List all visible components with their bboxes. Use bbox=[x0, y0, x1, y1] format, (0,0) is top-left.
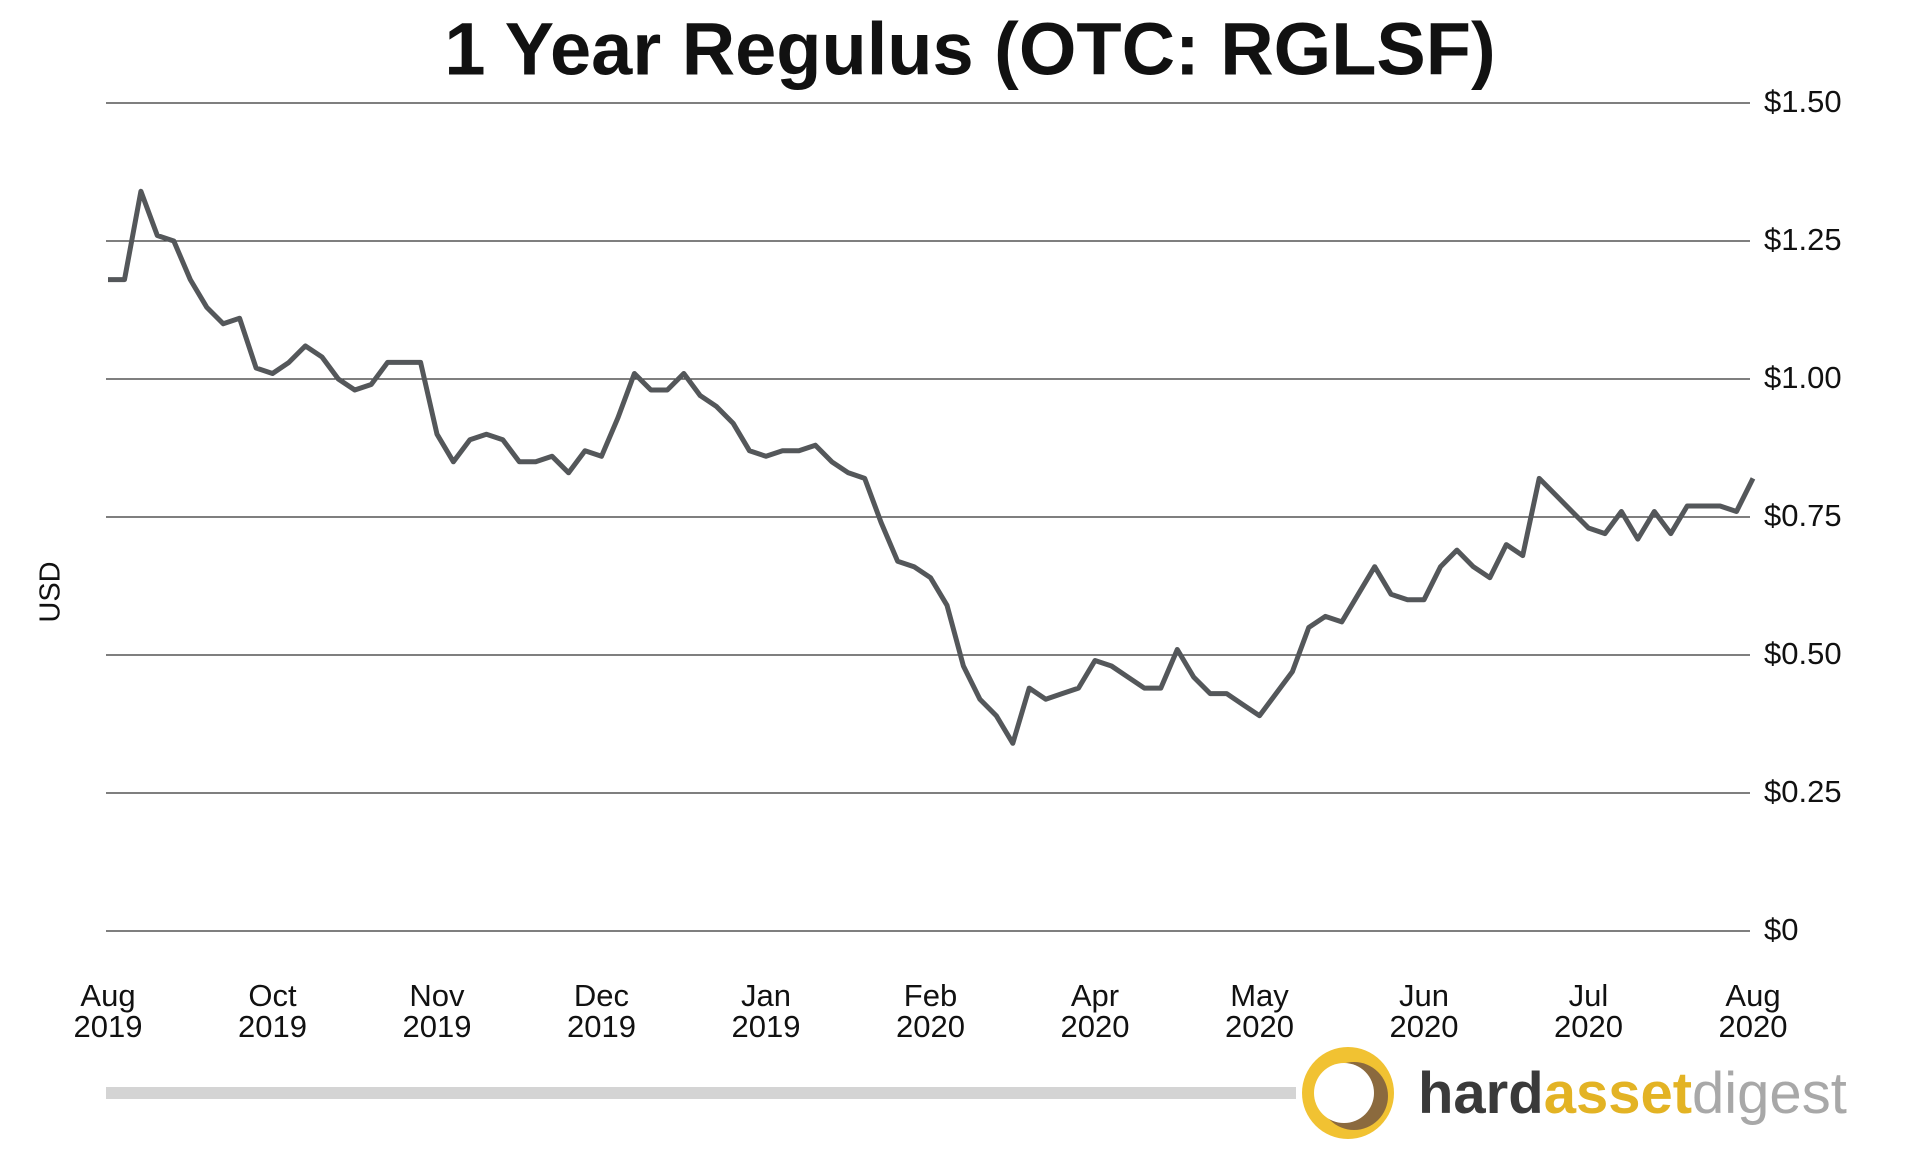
y-tick-label: $0.50 bbox=[1764, 636, 1842, 671]
divider-bar bbox=[106, 1087, 1296, 1099]
logo-hole bbox=[1314, 1063, 1374, 1123]
x-tick-label: Feb 2020 bbox=[896, 978, 965, 1044]
x-tick-label: Jul 2020 bbox=[1554, 978, 1623, 1044]
y-tick-label: $0.75 bbox=[1764, 498, 1842, 533]
logo-hard: hard bbox=[1418, 1061, 1544, 1126]
x-tick-label: Jun 2020 bbox=[1389, 978, 1459, 1044]
logo-digest: digest bbox=[1692, 1061, 1847, 1126]
x-tick-label: Aug 2019 bbox=[73, 978, 143, 1044]
x-tick-label: Aug 2020 bbox=[1718, 978, 1788, 1044]
x-tick-label: Apr 2020 bbox=[1060, 978, 1130, 1044]
x-tick-label: Oct 2019 bbox=[238, 978, 307, 1044]
x-tick-label: May 2020 bbox=[1225, 978, 1294, 1044]
chart-title: 1 Year Regulus (OTC: RGLSF) bbox=[444, 8, 1495, 91]
y-axis-label: USD bbox=[35, 561, 67, 622]
logo-mark bbox=[1302, 1047, 1394, 1139]
y-tick-label: $0 bbox=[1764, 912, 1798, 947]
y-tick-label: $1.50 bbox=[1764, 84, 1842, 119]
y-tick-label: $0.25 bbox=[1764, 774, 1842, 809]
x-tick-label: Nov 2019 bbox=[402, 978, 472, 1044]
logo-text: hardassetdigest bbox=[1418, 1061, 1847, 1126]
y-tick-label: $1.25 bbox=[1764, 222, 1842, 257]
logo-asset: asset bbox=[1544, 1061, 1692, 1126]
price-line bbox=[108, 188, 1756, 746]
y-tick-label: $1.00 bbox=[1764, 360, 1842, 395]
x-tick-label: Dec 2019 bbox=[567, 978, 636, 1044]
x-tick-label: Jan 2019 bbox=[731, 978, 801, 1044]
